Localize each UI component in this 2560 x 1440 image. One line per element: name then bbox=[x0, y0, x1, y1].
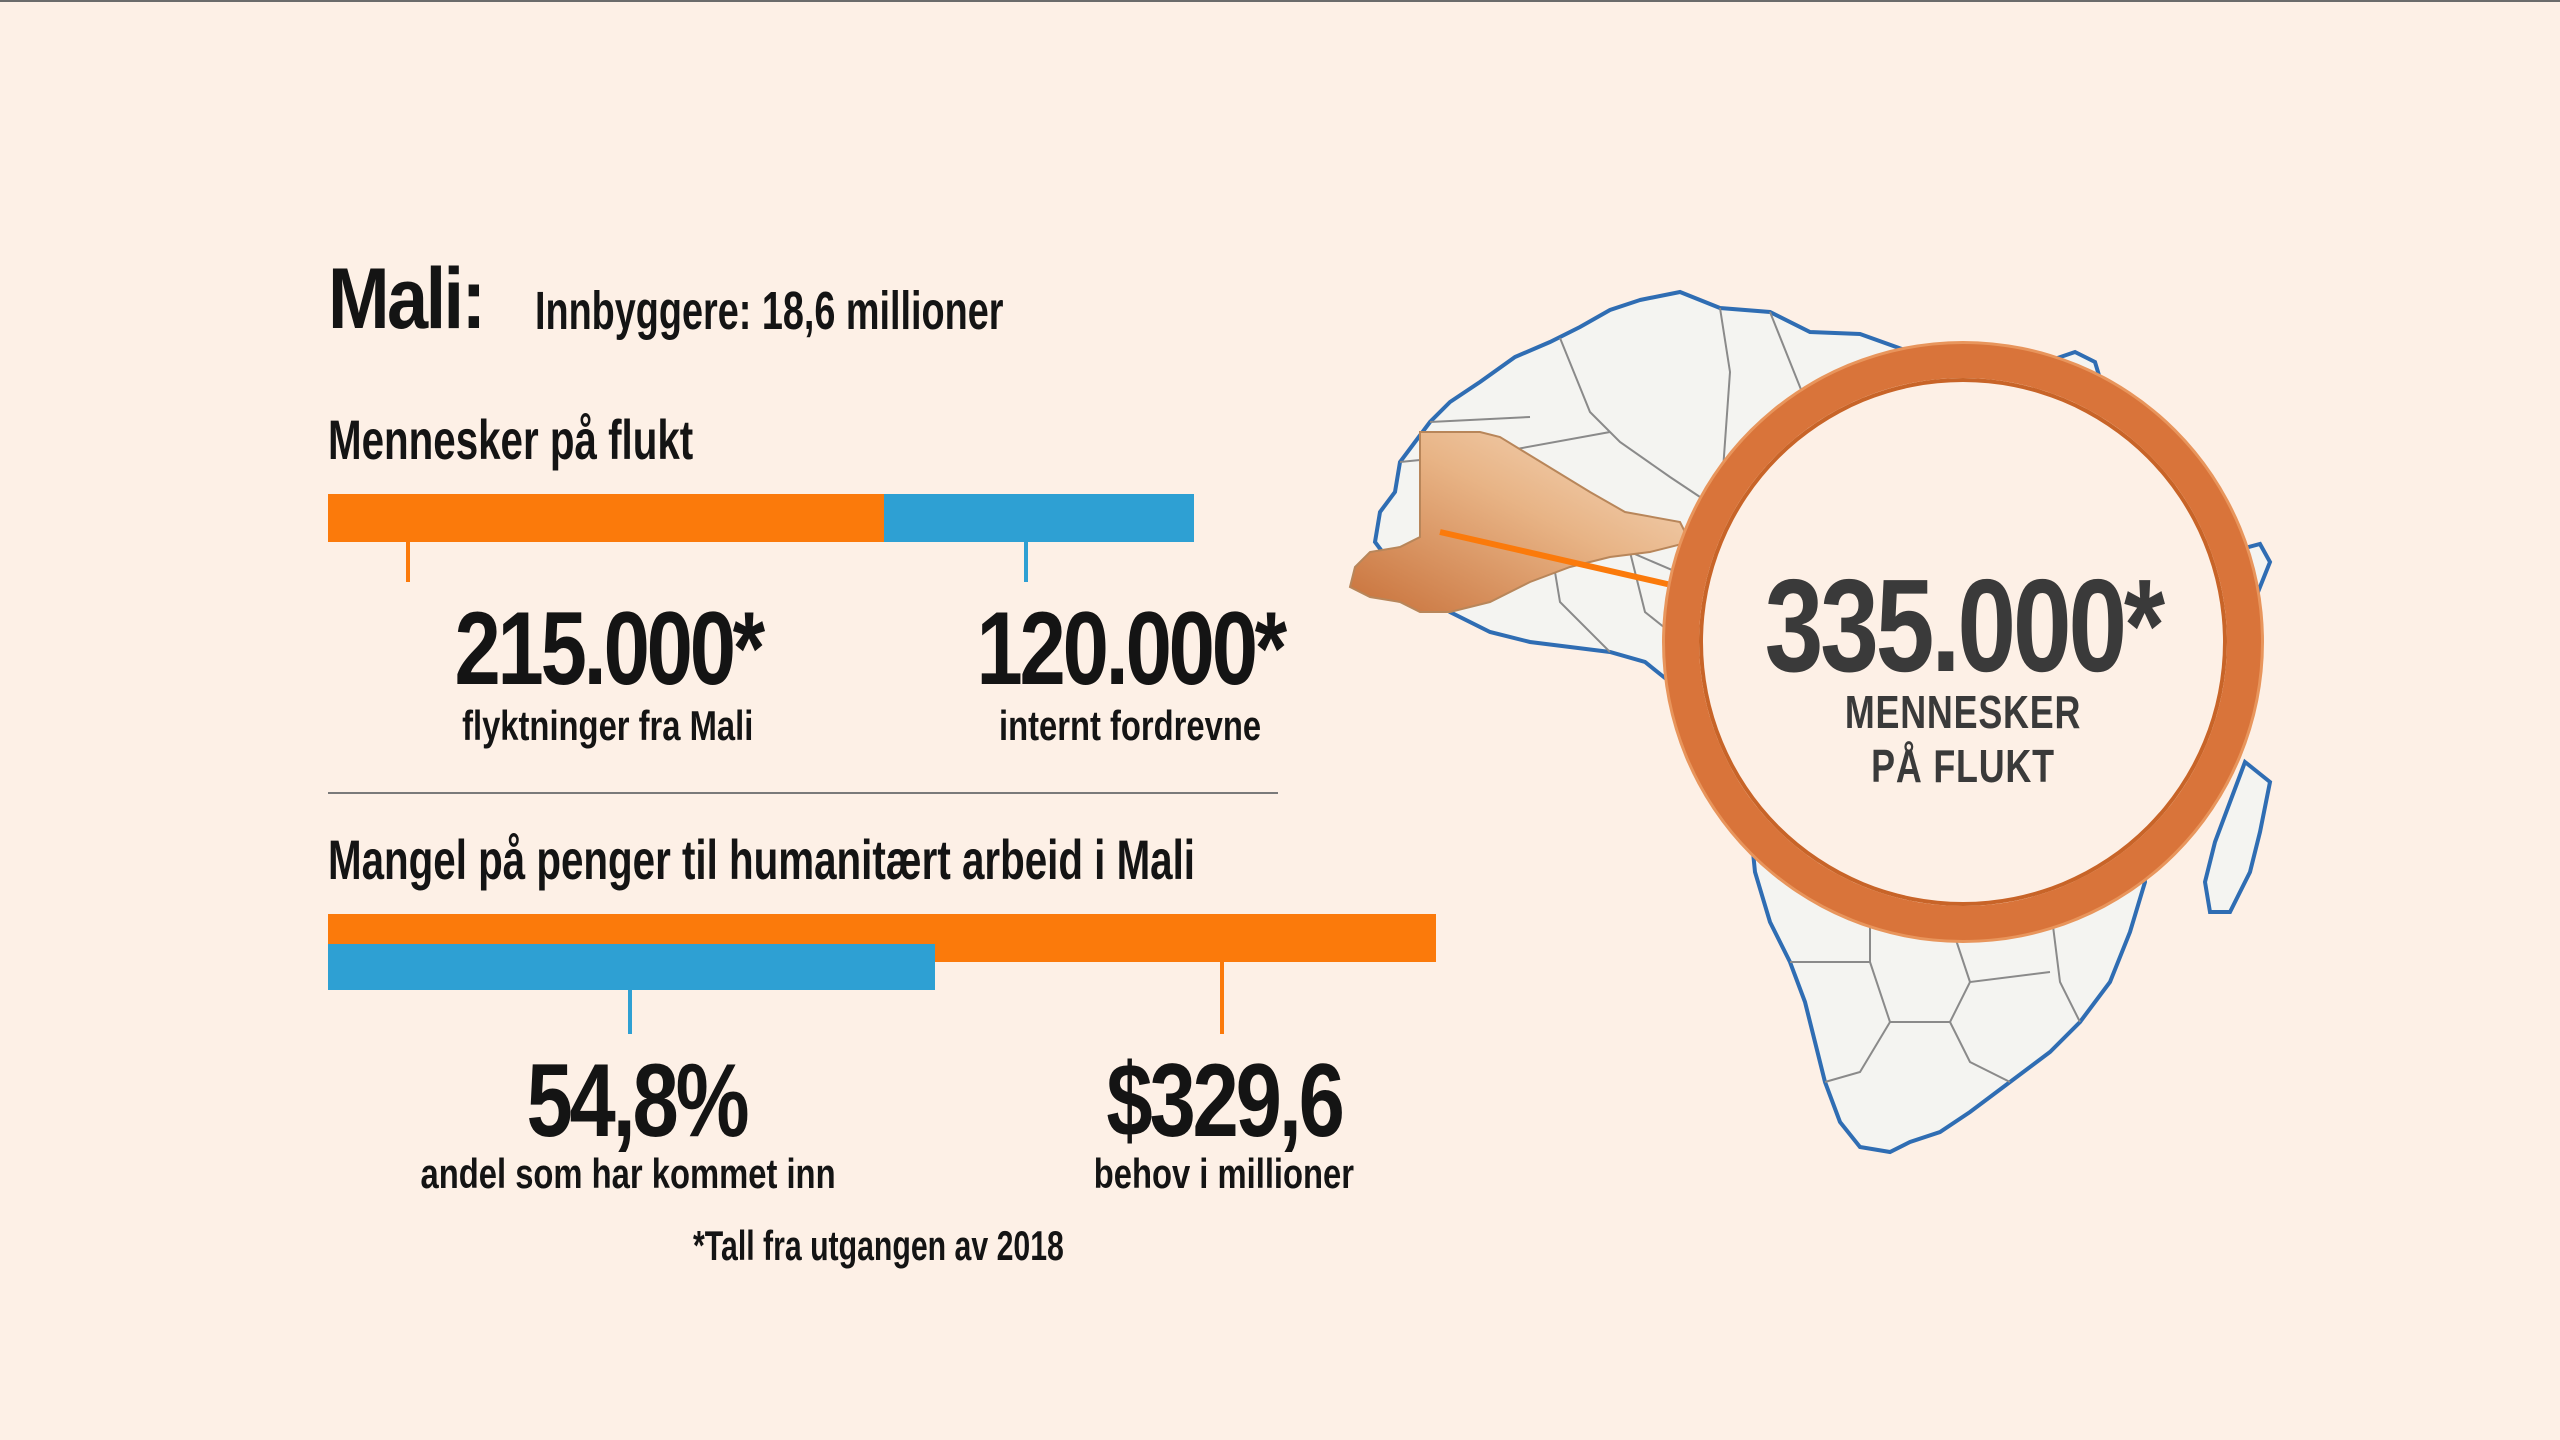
callout-line bbox=[1439, 529, 1681, 590]
funding-title: Mangel på penger til humanitært arbeid i… bbox=[328, 828, 1196, 891]
refugees-value: 215.000* bbox=[454, 591, 765, 707]
idp-value: 120.000* bbox=[976, 591, 1287, 707]
population-text: Innbyggere: 18,6 millioner bbox=[535, 281, 1004, 341]
need-tick bbox=[1220, 962, 1224, 1034]
madagascar bbox=[2202, 758, 2273, 914]
idp-label: internt fordrevne bbox=[998, 702, 1262, 749]
section-divider bbox=[328, 792, 1278, 794]
mali-highlight bbox=[1348, 431, 1692, 613]
idp-tick bbox=[1024, 542, 1028, 582]
share-bar bbox=[328, 944, 935, 990]
footnote: *Tall fra utgangen av 2018 bbox=[693, 1222, 1064, 1269]
refugees-label: flyktninger fra Mali bbox=[462, 702, 754, 749]
need-label: behov i millioner bbox=[1093, 1150, 1355, 1197]
country-title: Mali: bbox=[328, 251, 486, 347]
share-tick bbox=[628, 990, 632, 1034]
share-value: 54,8% bbox=[526, 1043, 749, 1159]
total-label-line1: MENNESKER bbox=[1844, 686, 2082, 738]
refugees-bar bbox=[328, 494, 884, 542]
need-value: $329,6 bbox=[1106, 1043, 1344, 1159]
idp-bar bbox=[884, 494, 1194, 542]
displacement-title: Mennesker på flukt bbox=[328, 408, 694, 471]
refugees-tick bbox=[406, 542, 410, 582]
total-value: 335.000* bbox=[1764, 552, 2164, 699]
share-label: andel som har kommet inn bbox=[420, 1150, 836, 1197]
total-label-line2: PÅ FLUKT bbox=[1871, 740, 2055, 792]
